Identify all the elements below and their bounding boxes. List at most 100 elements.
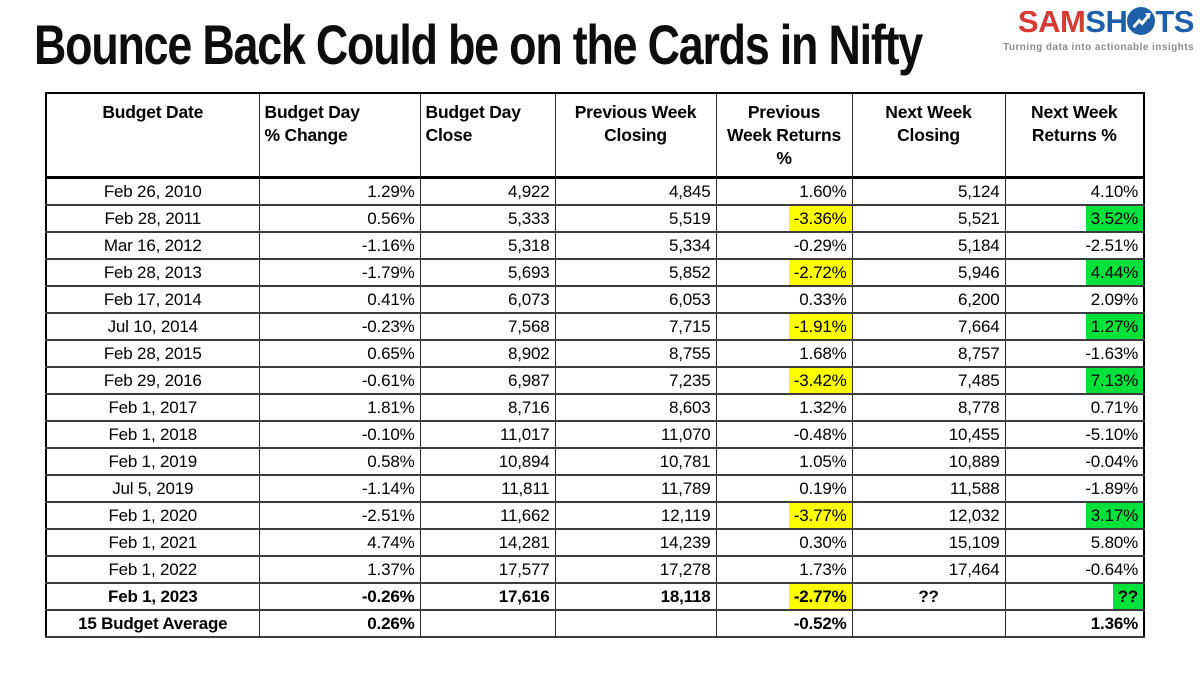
table-cell: 8,902: [419, 338, 556, 368]
logo-tagline: Turning data into actionable insights: [1003, 42, 1194, 53]
table-cell: 1.73%: [715, 554, 853, 584]
table-cell: -0.61%: [258, 365, 421, 395]
table-cell: 1.29%: [258, 176, 421, 206]
table-cell: 18,118: [554, 581, 717, 611]
table-cell: 7,715: [554, 311, 717, 341]
table-cell: 11,811: [419, 473, 556, 503]
table-cell: 7,664: [851, 311, 1006, 341]
yellow-highlight: -2.72%: [788, 259, 852, 285]
table-cell: -3.77%: [715, 500, 853, 530]
logo-wordmark: SAMSH TS: [1003, 4, 1195, 40]
table-cell: -0.10%: [258, 419, 421, 449]
green-highlight: ??: [1112, 583, 1143, 609]
table-cell: -1.16%: [258, 230, 421, 260]
table-cell: 5,946: [851, 257, 1006, 287]
table-cell: 4,922: [419, 176, 556, 206]
table-cell: [419, 608, 556, 638]
table-cell: 8,757: [851, 338, 1006, 368]
table-cell: 4.10%: [1004, 176, 1145, 206]
table-row: Feb 17, 2014 0.41% 6,073 6,053 0.33% 6,200 2.0…: [45, 284, 1145, 314]
table-cell: 1.60%: [715, 176, 853, 206]
table-cell: 0.30%: [715, 527, 853, 557]
budget-table: Budget Date Budget Day% Change Budget Day C…: [45, 92, 1145, 638]
table-cell: 0.33%: [715, 284, 853, 314]
table-cell: -5.10%: [1004, 419, 1145, 449]
table-cell: -0.23%: [258, 311, 421, 341]
yellow-highlight: -2.77%: [788, 583, 852, 609]
table-cell: Feb 17, 2014: [45, 284, 260, 314]
table-cell: 1.27%: [1004, 311, 1145, 341]
table-cell: 8,755: [554, 338, 717, 368]
table-cell: Feb 1, 2021: [45, 527, 260, 557]
table-body: Feb 26, 2010 1.29% 4,922 4,845 1.60% 5,124 4.1…: [45, 176, 1145, 638]
table-cell: 1.05%: [715, 446, 853, 476]
table-cell: 1.36%: [1004, 608, 1145, 638]
table-cell: Feb 28, 2013: [45, 257, 260, 287]
table-cell: 6,053: [554, 284, 717, 314]
table-cell: 5,521: [851, 203, 1006, 233]
table-cell: 11,017: [419, 419, 556, 449]
table-cell: 10,894: [419, 446, 556, 476]
table-cell: Feb 28, 2011: [45, 203, 260, 233]
table-row: Mar 16, 2012 -1.16% 5,318 5,334 -0.29% 5,184-…: [45, 230, 1145, 260]
table-cell: ??: [851, 581, 1006, 611]
table-cell: 6,987: [419, 365, 556, 395]
table-cell: -0.29%: [715, 230, 853, 260]
table-row: 15 Budget Average 0.26% -0.52% 1.36%: [45, 608, 1145, 638]
table-cell: 6,073: [419, 284, 556, 314]
table-cell: 5,693: [419, 257, 556, 287]
green-highlight: 3.52%: [1085, 205, 1143, 231]
table-cell: 5.80%: [1004, 527, 1145, 557]
table-cell: Feb 1, 2023: [45, 581, 260, 611]
table-cell: 5,184: [851, 230, 1006, 260]
table-cell: 5,333: [419, 203, 556, 233]
table-row: Jul 5, 2019 -1.14% 11,811 11,789 0.19% 11,588…: [45, 473, 1145, 503]
table-cell: 0.56%: [258, 203, 421, 233]
table-cell: 15,109: [851, 527, 1006, 557]
table-cell: 2.09%: [1004, 284, 1145, 314]
yellow-highlight: -3.42%: [788, 367, 852, 393]
table-row: Feb 26, 2010 1.29% 4,922 4,845 1.60% 5,124 4.1…: [45, 176, 1145, 206]
table-cell: 1.68%: [715, 338, 853, 368]
table-cell: 1.37%: [258, 554, 421, 584]
table-cell: 0.71%: [1004, 392, 1145, 422]
table-cell: 7,568: [419, 311, 556, 341]
column-header: Budget Day Close: [419, 92, 556, 179]
column-header: Previous Week Returns%: [715, 92, 853, 179]
column-header: Next Week Returns %: [1004, 92, 1145, 179]
table-cell: 12,119: [554, 500, 717, 530]
table-cell: -3.36%: [715, 203, 853, 233]
table-cell: 0.58%: [258, 446, 421, 476]
table-cell: 5,519: [554, 203, 717, 233]
table-cell: Feb 28, 2015: [45, 338, 260, 368]
table-cell: -1.63%: [1004, 338, 1145, 368]
table-cell: Feb 26, 2010: [45, 176, 260, 206]
table-cell: 5,334: [554, 230, 717, 260]
table-cell: 17,278: [554, 554, 717, 584]
table-cell: 1.32%: [715, 392, 853, 422]
table-row: Feb 1, 2017 1.81% 8,716 8,603 1.32% 8,778 0.71…: [45, 392, 1145, 422]
table-cell: 11,588: [851, 473, 1006, 503]
table-cell: 10,889: [851, 446, 1006, 476]
column-header: Budget Date: [45, 92, 260, 179]
table-cell: Jul 10, 2014: [45, 311, 260, 341]
table-cell: -1.89%: [1004, 473, 1145, 503]
table-cell: 1.81%: [258, 392, 421, 422]
green-highlight: 7.13%: [1085, 367, 1143, 393]
table-cell: 8,603: [554, 392, 717, 422]
table-cell: 15 Budget Average: [45, 608, 260, 638]
table-row: Feb 1, 2018 -0.10% 11,017 11,070 -0.48% 10,45…: [45, 419, 1145, 449]
table-cell: 17,577: [419, 554, 556, 584]
table-cell: 7.13%: [1004, 365, 1145, 395]
table-cell: Feb 29, 2016: [45, 365, 260, 395]
table-row: Feb 29, 2016 -0.61% 6,987 7,235 -3.42% 7,485 7…: [45, 365, 1145, 395]
table-cell: 8,716: [419, 392, 556, 422]
table-cell: 4.44%: [1004, 257, 1145, 287]
table-cell: 4,845: [554, 176, 717, 206]
table-cell: 12,032: [851, 500, 1006, 530]
table-cell: Feb 1, 2018: [45, 419, 260, 449]
table-cell: 5,852: [554, 257, 717, 287]
table-row: Feb 1, 2020 -2.51% 11,662 12,119 -3.77% 12,03…: [45, 500, 1145, 530]
table-row: Feb 1, 2023 -0.26% 17,616 18,118 -2.77%????: [45, 581, 1145, 611]
logo-text-ts: TS: [1155, 4, 1194, 39]
